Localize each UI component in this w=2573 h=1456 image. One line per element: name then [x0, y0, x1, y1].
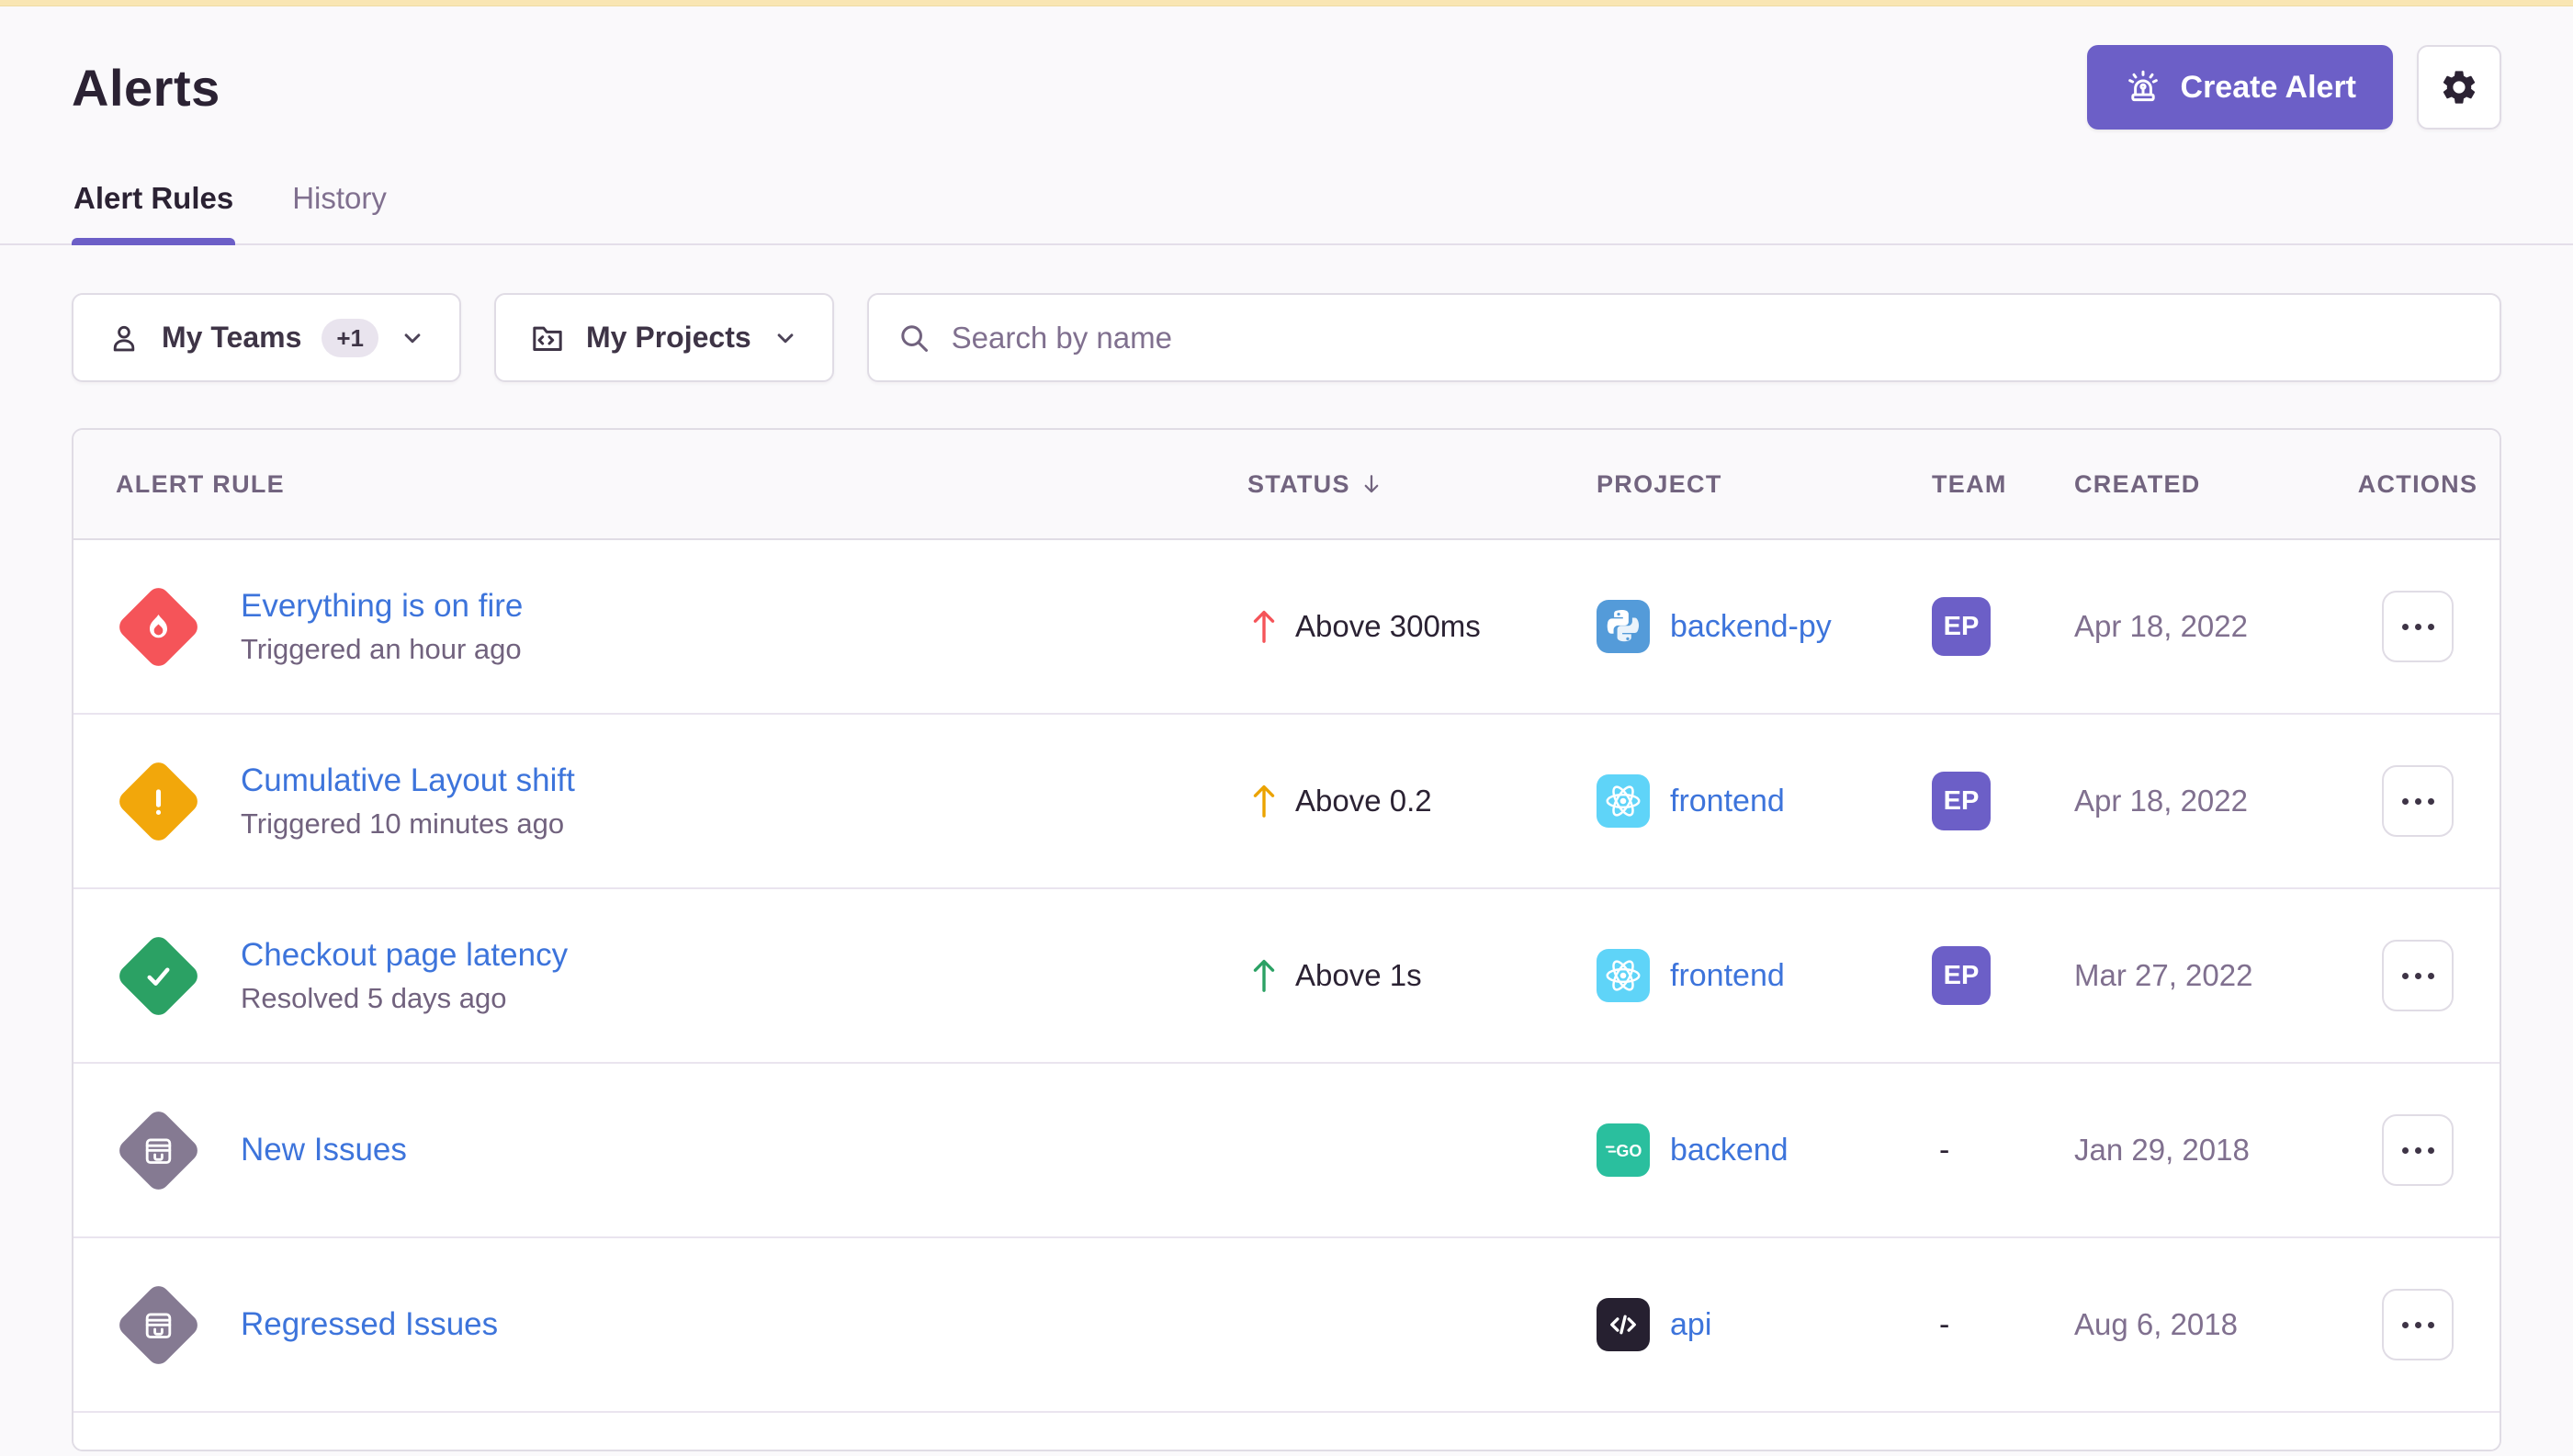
- alert-rule-subtitle: Triggered 10 minutes ago: [241, 807, 565, 840]
- column-header-team: TEAM: [1932, 469, 2007, 498]
- issues-icon: [114, 1281, 202, 1369]
- alert-severity-issue: [114, 1281, 202, 1369]
- search-input[interactable]: [951, 320, 2472, 356]
- column-header-status-label: STATUS: [1247, 469, 1350, 498]
- alert-rule-link[interactable]: Cumulative Layout shift: [241, 762, 575, 798]
- status-threshold: Above 300ms: [1295, 609, 1481, 643]
- alert-severity-warning: [114, 757, 202, 845]
- alert-rule-subtitle: Resolved 5 days ago: [241, 981, 507, 1014]
- alert-severity-issue: [114, 1106, 202, 1194]
- created-date: Mar 27, 2022: [2074, 958, 2253, 992]
- settings-button[interactable]: [2417, 45, 2501, 130]
- project-folder-code-icon: [529, 320, 566, 356]
- sort-descending-icon: [1358, 470, 1385, 498]
- teams-filter-label: My Teams: [162, 321, 302, 354]
- arrow-up-icon: [1247, 955, 1281, 996]
- alert-rule-link[interactable]: Regressed Issues: [241, 1306, 499, 1342]
- go-icon: GO: [1597, 1123, 1650, 1177]
- tab-alert-rules[interactable]: Alert Rules: [72, 177, 236, 245]
- react-icon: [1597, 774, 1650, 828]
- teams-filter-dropdown[interactable]: My Teams +1: [72, 293, 462, 382]
- table-row: Everything is on fire Triggered an hour …: [73, 540, 2500, 715]
- created-date: Jan 29, 2018: [2074, 1133, 2250, 1167]
- code-brackets-icon: [1597, 1298, 1650, 1351]
- user-icon: [107, 321, 141, 356]
- chevron-down-icon: [772, 324, 799, 352]
- table-row-partial: [73, 1413, 2500, 1450]
- gear-icon: [2439, 67, 2479, 107]
- column-header-actions: ACTIONS: [2357, 469, 2478, 498]
- alert-rule-link[interactable]: Checkout page latency: [241, 936, 569, 973]
- project-link[interactable]: frontend: [1670, 783, 1785, 818]
- row-actions-menu-button[interactable]: [2382, 940, 2454, 1011]
- tabs-bar: Alert Rules History: [0, 177, 2573, 245]
- issues-icon: [114, 1106, 202, 1194]
- table-row: Checkout page latency Resolved 5 days ag…: [73, 889, 2500, 1064]
- row-actions-menu-button[interactable]: [2382, 1289, 2454, 1360]
- created-date: Aug 6, 2018: [2074, 1307, 2238, 1341]
- react-icon: [1597, 949, 1650, 1002]
- project-link[interactable]: backend: [1670, 1132, 1789, 1168]
- project-link[interactable]: backend-py: [1670, 608, 1832, 644]
- teams-extra-count-badge: +1: [322, 318, 379, 357]
- tab-history[interactable]: History: [292, 181, 387, 215]
- arrow-up-icon: [1247, 606, 1281, 647]
- create-alert-button[interactable]: Create Alert: [2086, 45, 2393, 130]
- page-title: Alerts: [72, 58, 220, 117]
- column-header-status[interactable]: STATUS: [1247, 470, 1597, 499]
- chevron-down-icon: [399, 324, 426, 352]
- fire-icon: [114, 582, 202, 671]
- create-alert-label: Create Alert: [2180, 69, 2356, 105]
- team-none: -: [1939, 1132, 1950, 1168]
- row-actions-menu-button[interactable]: [2382, 591, 2454, 662]
- alert-rule-subtitle: Triggered an hour ago: [241, 632, 522, 665]
- created-date: Apr 18, 2022: [2074, 784, 2248, 818]
- status-threshold: Above 0.2: [1295, 784, 1432, 818]
- projects-filter-dropdown[interactable]: My Projects: [494, 293, 834, 382]
- alerts-page: Alerts Create Alert: [0, 45, 2573, 1451]
- alert-rules-table: ALERT RULE STATUS PROJECT TEAM CREATED A…: [72, 428, 2501, 1451]
- team-badge: EP: [1932, 597, 1991, 656]
- search-icon: [897, 321, 931, 356]
- svg-text:GO: GO: [1616, 1142, 1642, 1160]
- header-actions: Create Alert: [2086, 45, 2501, 130]
- filters-bar: My Teams +1 My Projects: [72, 293, 2501, 382]
- arrow-up-icon: [1247, 781, 1281, 821]
- search-field[interactable]: [866, 293, 2501, 382]
- column-header-project: PROJECT: [1597, 469, 1722, 498]
- status-threshold: Above 1s: [1295, 958, 1422, 992]
- exclamation-icon: [114, 757, 202, 845]
- project-link[interactable]: api: [1670, 1306, 1712, 1342]
- table-row: Cumulative Layout shift Triggered 10 min…: [73, 715, 2500, 889]
- column-header-alert-rule: ALERT RULE: [116, 469, 285, 498]
- checkmark-icon: [114, 931, 202, 1020]
- row-actions-menu-button[interactable]: [2382, 765, 2454, 837]
- top-accent-strip: [0, 0, 2573, 6]
- team-badge: EP: [1932, 946, 1991, 1005]
- siren-icon: [2124, 68, 2162, 107]
- projects-filter-label: My Projects: [586, 321, 751, 354]
- project-link[interactable]: frontend: [1670, 957, 1785, 993]
- row-actions-menu-button[interactable]: [2382, 1114, 2454, 1186]
- table-header-row: ALERT RULE STATUS PROJECT TEAM CREATED A…: [73, 430, 2500, 540]
- column-header-created: CREATED: [2074, 469, 2201, 498]
- page-header: Alerts Create Alert: [72, 45, 2501, 130]
- python-icon: [1597, 600, 1650, 653]
- alert-severity-resolved: [114, 931, 202, 1020]
- created-date: Apr 18, 2022: [2074, 609, 2248, 643]
- team-none: -: [1939, 1306, 1950, 1342]
- table-row: Regressed Issues api - Aug 6, 2018: [73, 1238, 2500, 1413]
- alert-severity-critical: [114, 582, 202, 671]
- alert-rule-link[interactable]: Everything is on fire: [241, 587, 524, 624]
- alert-rule-link[interactable]: New Issues: [241, 1132, 407, 1168]
- table-row: New Issues GO backend - Jan 29, 2018: [73, 1064, 2500, 1238]
- team-badge: EP: [1932, 772, 1991, 830]
